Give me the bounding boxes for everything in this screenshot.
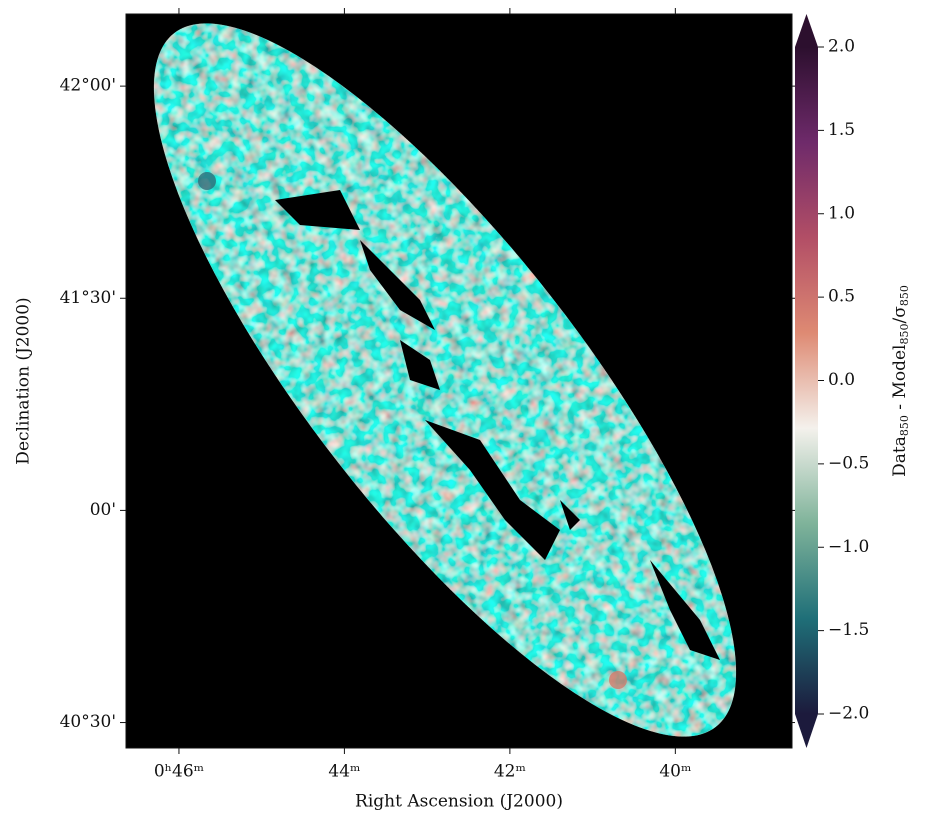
colorbar-tick-label: −1.5 [828, 620, 869, 640]
plot-frame [125, 13, 793, 749]
colorbar-extend-bottom [795, 714, 818, 748]
x-tick-label: 40ᵐ [659, 762, 691, 782]
colorbar-extend-top [795, 14, 818, 47]
colorbar-tick-label: 0.5 [828, 287, 855, 307]
colorbar-tick-label: 1.5 [828, 120, 855, 140]
colorbar-tick-label: −2.0 [828, 704, 869, 724]
y-tick-label: 42°00' [60, 76, 116, 96]
colorbar-tick-label: 2.0 [828, 37, 855, 57]
y-tick-label: 40°30' [60, 712, 116, 732]
colorbar-tick-label: −1.0 [828, 537, 869, 557]
x-tick-label: 0ʰ46ᵐ [154, 762, 204, 782]
colorbar-tick-label: 0.0 [828, 370, 855, 390]
y-tick-label: 00' [90, 500, 116, 520]
y-tick-label: 41°30' [60, 288, 116, 308]
label-part: Data [890, 436, 910, 477]
label-part: /σ [890, 306, 910, 324]
x-axis-label: Right Ascension (J2000) [355, 792, 563, 812]
label-subscript: 850 [898, 324, 911, 345]
colorbar [795, 47, 818, 714]
colorbar-label: Data850​ - Model850​/σ850​ [890, 285, 912, 477]
residual-map [126, 14, 792, 748]
label-subscript: 850 [898, 285, 911, 306]
x-tick-label: 44ᵐ [328, 762, 360, 782]
colorbar-tick-label: −0.5 [828, 453, 869, 473]
x-tick-label: 42ᵐ [494, 762, 526, 782]
y-axis-label: Declination (J2000) [14, 297, 34, 464]
colorbar-tick-label: 1.0 [828, 203, 855, 223]
label-part: - Model [890, 345, 910, 416]
label-subscript: 850 [898, 415, 911, 436]
